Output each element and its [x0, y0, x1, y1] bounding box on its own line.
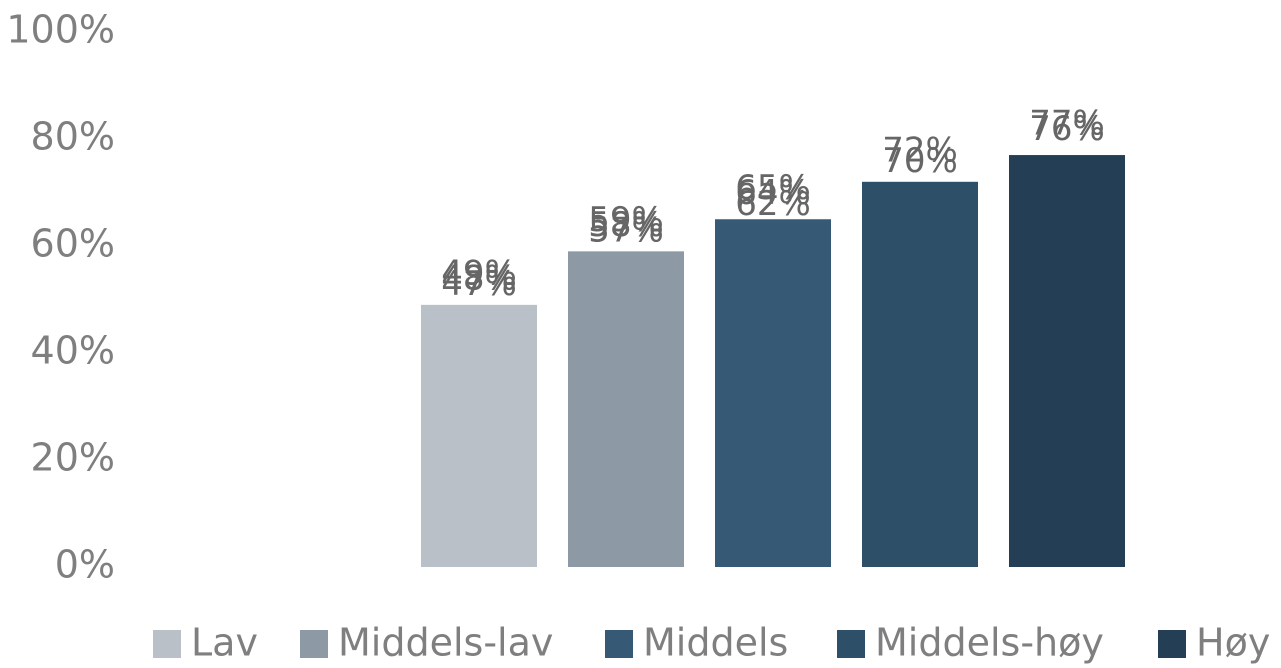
legend-swatch	[1158, 630, 1186, 658]
value-label: 57%	[588, 211, 664, 251]
value-label: 64%	[735, 173, 811, 213]
value-label: 72%	[882, 130, 958, 170]
value-label: 76%	[1029, 109, 1105, 149]
value-label: 48%	[441, 259, 517, 299]
y-tick-label: 20%	[31, 436, 115, 480]
bar	[862, 192, 978, 567]
value-label: 58%	[588, 205, 664, 245]
legend-label: Høy	[1196, 621, 1270, 665]
value-label: 49%	[441, 253, 517, 293]
value-label: 59%	[588, 200, 664, 240]
legend-swatch	[153, 630, 181, 658]
legend-label: Middels-høy	[875, 621, 1104, 665]
value-label: 62%	[735, 184, 811, 224]
bar	[421, 315, 537, 567]
value-label: 65%	[735, 168, 811, 208]
value-label: 47%	[441, 264, 517, 304]
bar	[1009, 160, 1125, 567]
legend-label: Middels-lav	[338, 621, 553, 665]
legend-swatch	[605, 630, 633, 658]
y-tick-label: 40%	[31, 329, 115, 373]
legend-label: Lav	[191, 621, 258, 665]
legend-swatch	[300, 630, 328, 658]
y-tick-label: 80%	[31, 115, 115, 159]
value-label: 77%	[1029, 104, 1105, 144]
y-tick-label: 0%	[55, 543, 115, 587]
value-label: 70%	[882, 141, 958, 181]
bar	[568, 262, 684, 567]
legend-swatch	[837, 630, 865, 658]
y-tick-label: 100%	[6, 8, 115, 52]
y-tick-label: 60%	[31, 222, 115, 266]
legend-label: Middels	[643, 621, 788, 665]
bar	[715, 235, 831, 568]
